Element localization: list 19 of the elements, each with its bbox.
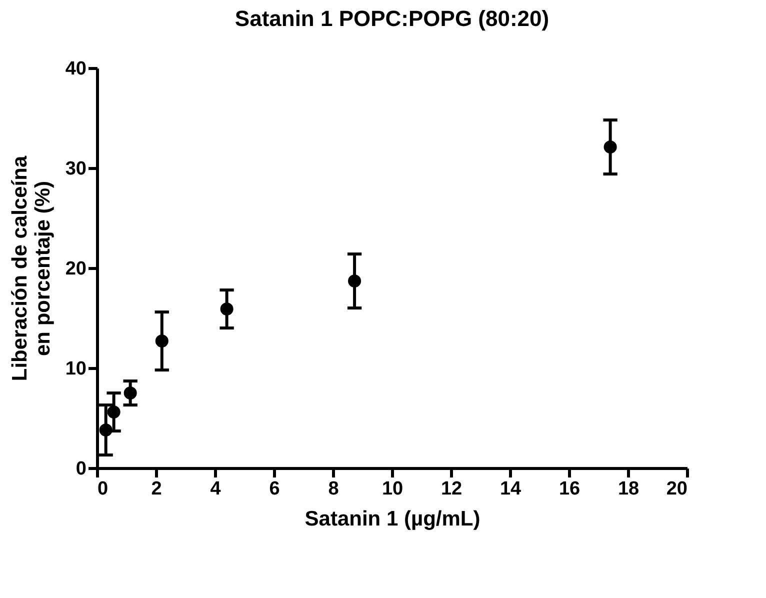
x-tick-label: 14 [500, 478, 522, 500]
x-tick-label: 12 [440, 478, 462, 500]
x-axis-title: Satanin 1 (µg/mL) [304, 508, 480, 530]
x-tick-label: 18 [618, 478, 640, 500]
x-tick-label: 2 [151, 478, 162, 500]
y-tick-label: 40 [65, 58, 86, 80]
x-tick-label: 16 [558, 478, 580, 500]
x-tick-label: 6 [269, 478, 280, 500]
y-tick-label: 20 [65, 258, 86, 280]
y-tick-label: 0 [76, 458, 86, 480]
y-axis-title: Liberación de calceína en porcentaje (%) [8, 156, 54, 382]
chart-title: Satanin 1 POPC:POPG (80:20) [234, 6, 550, 31]
x-tick-label: 20 [666, 478, 688, 500]
y-tick-label: 10 [65, 358, 86, 380]
x-tick-label: 0 [98, 478, 108, 500]
x-tick-label: 10 [382, 478, 404, 500]
y-tick-label: 30 [65, 158, 86, 180]
x-tick-label: 8 [328, 478, 339, 500]
x-tick-label: 4 [210, 478, 222, 500]
